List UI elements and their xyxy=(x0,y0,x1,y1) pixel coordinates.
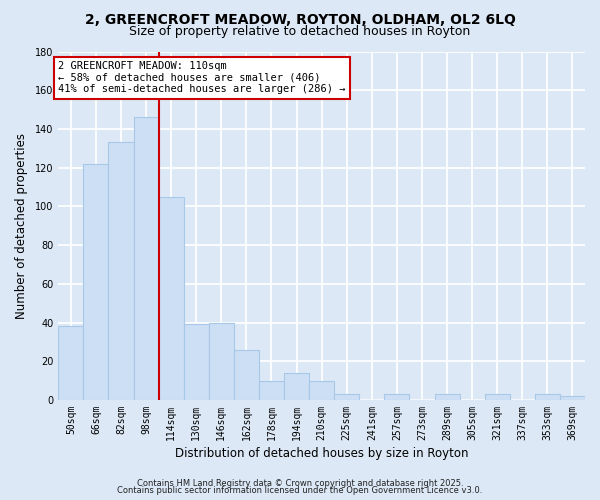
Bar xyxy=(485,394,510,400)
Y-axis label: Number of detached properties: Number of detached properties xyxy=(15,132,28,318)
Bar xyxy=(385,394,409,400)
Bar xyxy=(234,350,259,400)
Bar xyxy=(109,142,134,400)
Text: 2 GREENCROFT MEADOW: 110sqm
← 58% of detached houses are smaller (406)
41% of se: 2 GREENCROFT MEADOW: 110sqm ← 58% of det… xyxy=(58,61,346,94)
Text: Contains public sector information licensed under the Open Government Licence v3: Contains public sector information licen… xyxy=(118,486,482,495)
Bar xyxy=(158,196,184,400)
Bar xyxy=(535,394,560,400)
Bar xyxy=(434,394,460,400)
Text: Contains HM Land Registry data © Crown copyright and database right 2025.: Contains HM Land Registry data © Crown c… xyxy=(137,478,463,488)
Bar xyxy=(209,322,234,400)
Bar xyxy=(334,394,359,400)
Bar xyxy=(560,396,585,400)
Bar xyxy=(83,164,109,400)
Bar xyxy=(284,373,309,400)
Bar xyxy=(259,380,284,400)
X-axis label: Distribution of detached houses by size in Royton: Distribution of detached houses by size … xyxy=(175,447,469,460)
Text: 2, GREENCROFT MEADOW, ROYTON, OLDHAM, OL2 6LQ: 2, GREENCROFT MEADOW, ROYTON, OLDHAM, OL… xyxy=(85,12,515,26)
Text: Size of property relative to detached houses in Royton: Size of property relative to detached ho… xyxy=(130,25,470,38)
Bar xyxy=(184,324,209,400)
Bar xyxy=(58,326,83,400)
Bar xyxy=(309,380,334,400)
Bar xyxy=(134,118,158,400)
